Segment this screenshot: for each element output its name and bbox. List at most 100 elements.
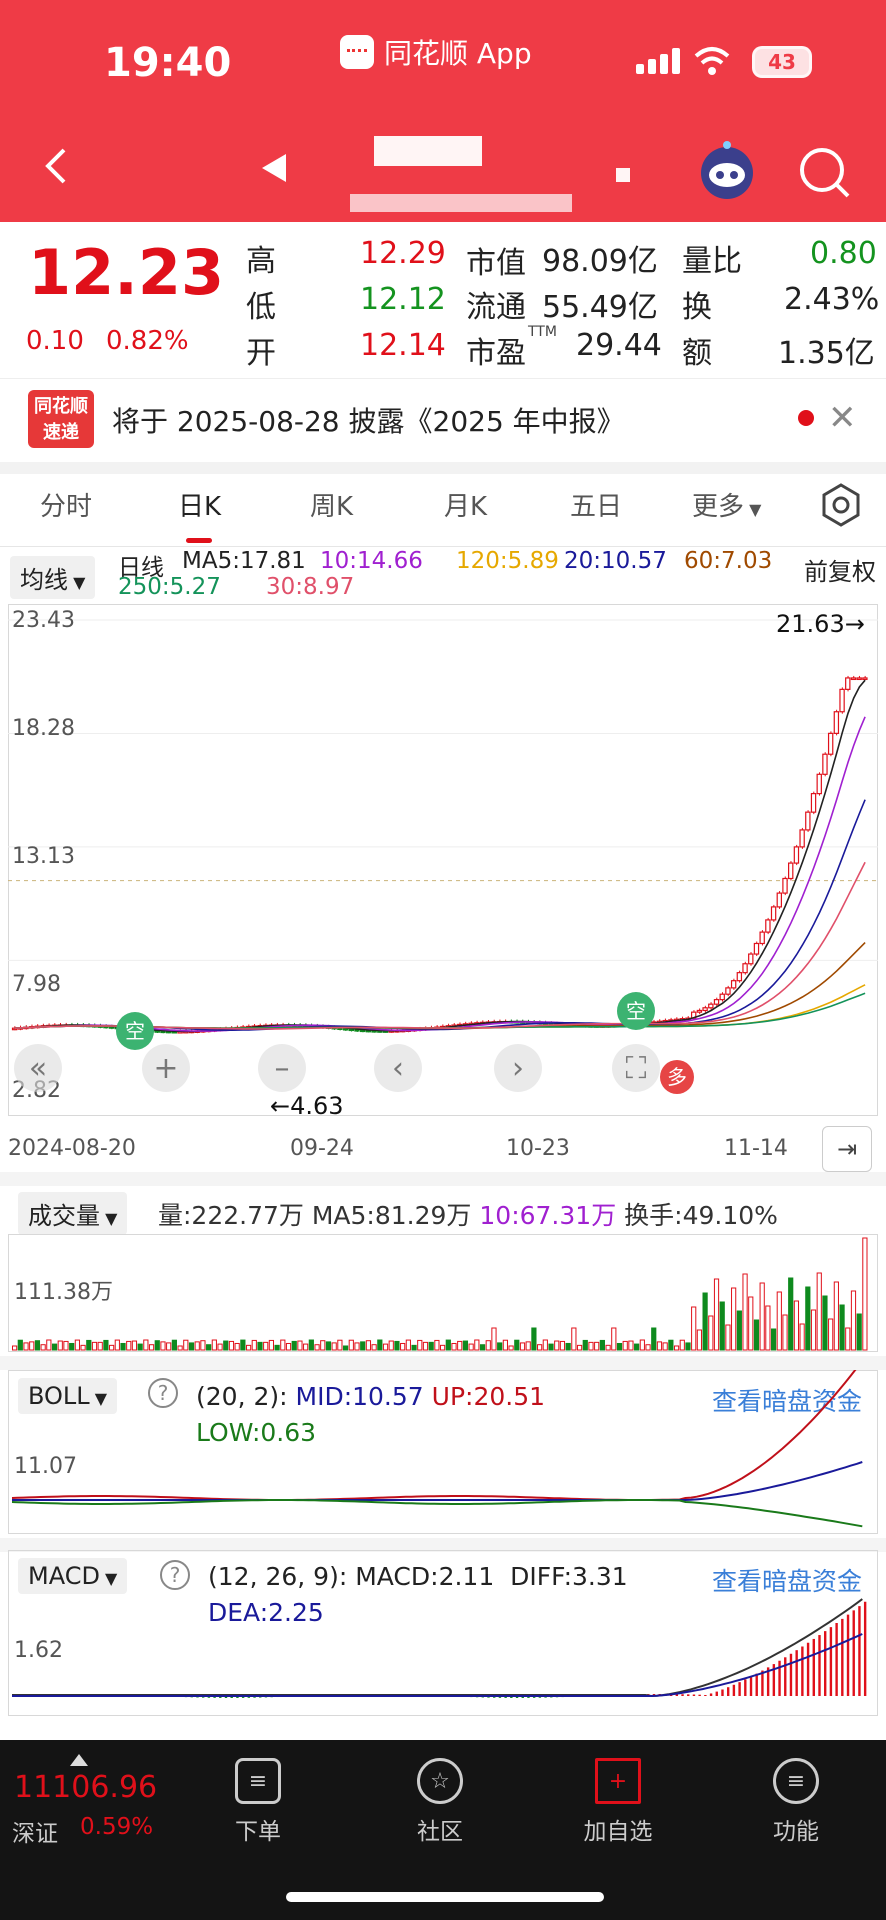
back-icon[interactable] [40, 146, 72, 186]
volume-bar [177, 1345, 183, 1351]
volume-bar [462, 1340, 469, 1351]
volume-bar [183, 1339, 189, 1351]
notice-text[interactable]: 将于 2025-08-28 披露《2025 年中报》 [112, 405, 625, 438]
macd-dea: DEA:2.25 [208, 1598, 324, 1627]
volume-bar [40, 1344, 46, 1351]
tab-intraday[interactable]: 分时 [40, 492, 93, 522]
candle [839, 688, 845, 713]
macd-chart-frame[interactable] [8, 1550, 878, 1716]
boll-chart-frame[interactable] [8, 1370, 878, 1534]
add-watchlist-button[interactable]: + 加自选 [558, 1750, 678, 1846]
chevron-down-icon: ▼ [68, 573, 86, 592]
order-button[interactable]: ≡ 下单 [198, 1750, 318, 1846]
tab-more[interactable]: 更多 ▼ [692, 492, 762, 522]
candle [827, 732, 834, 755]
tab-weekly-k[interactable]: 周K [310, 492, 354, 522]
tab-monthly-k[interactable]: 月K [444, 492, 488, 522]
candle [805, 811, 811, 831]
macd-chart[interactable] [8, 1550, 878, 1716]
volume-chart-frame[interactable] [8, 1234, 878, 1352]
stock-code-blurred [350, 194, 572, 212]
search-icon[interactable] [796, 144, 852, 200]
long-signal-marker[interactable]: 多 [660, 1060, 694, 1094]
volume-bar [594, 1341, 600, 1351]
volume-bar [519, 1342, 526, 1351]
pe-value: 29.44 [576, 328, 662, 363]
boll-chart[interactable] [8, 1370, 878, 1534]
y-tick: 23.43 [12, 608, 75, 633]
x-tick: 09-24 [290, 1136, 354, 1161]
help-icon[interactable]: ? [160, 1560, 190, 1590]
zoom-out-icon[interactable]: – [258, 1044, 306, 1092]
volume-bar [12, 1345, 18, 1351]
indicator-selector-volume[interactable]: 成交量 ▼ [18, 1192, 128, 1235]
scroll-right-icon[interactable]: › [494, 1044, 542, 1092]
rewind-icon[interactable]: « [14, 1044, 62, 1092]
tab-five-day[interactable]: 五日 [570, 492, 623, 522]
robot-assistant-icon[interactable] [696, 140, 758, 202]
indicator-selector-macd[interactable]: MACD ▼ [18, 1558, 128, 1594]
empty-signal-marker[interactable]: 空 [116, 1012, 154, 1050]
community-button[interactable]: ☆ 社区 [380, 1750, 500, 1846]
volume-bar [696, 1329, 703, 1351]
candle [725, 987, 731, 995]
close-icon[interactable]: ✕ [828, 398, 857, 438]
volume-bar [497, 1342, 503, 1351]
candle [845, 677, 851, 690]
expand-icon[interactable] [70, 1754, 88, 1766]
fullscreen-icon[interactable]: ⛶ [612, 1044, 660, 1092]
volume-bar [97, 1341, 103, 1351]
open-label: 开 [246, 336, 276, 371]
zoom-in-icon[interactable]: + [142, 1044, 190, 1092]
candle [822, 753, 828, 775]
volume-bar [702, 1292, 708, 1351]
volume-bar [713, 1278, 720, 1351]
low-label: 低 [246, 290, 276, 325]
volume-chart[interactable] [8, 1234, 878, 1352]
volume-bar [280, 1339, 286, 1351]
x-tick: 10-23 [506, 1136, 570, 1161]
prev-stock-icon[interactable] [262, 154, 286, 182]
functions-button[interactable]: ≡ 功能 [736, 1750, 856, 1846]
volume-bar [46, 1339, 52, 1351]
ma-title: 日线 [118, 555, 164, 581]
turnover-label: 换 [682, 290, 712, 325]
volume-bar [354, 1342, 360, 1351]
adjust-mode[interactable]: 前复权 [804, 558, 876, 586]
volume-bar [428, 1341, 434, 1351]
volume-bar [394, 1340, 400, 1351]
kline-chart-frame[interactable] [8, 604, 878, 1116]
jump-to-latest-icon[interactable]: ⇥ [822, 1126, 872, 1172]
index-value[interactable]: 11106.96 [14, 1770, 158, 1805]
app-name: 同花顺 App [340, 32, 532, 72]
scroll-left-icon[interactable]: ‹ [374, 1044, 422, 1092]
volume-bar [862, 1237, 868, 1351]
ma-legend-item: 10:14.66 [320, 548, 423, 574]
notice-bar[interactable] [0, 378, 886, 462]
candle [793, 846, 800, 864]
open-value: 12.14 [360, 328, 446, 363]
candle [776, 892, 783, 908]
settings-icon[interactable] [818, 482, 864, 528]
indicator-selector-boll[interactable]: BOLL ▼ [18, 1378, 118, 1414]
dark-pool-funds-link[interactable]: 查看暗盘资金 [712, 1567, 863, 1596]
empty-signal-marker[interactable]: 空 [617, 992, 655, 1030]
volume-bar [57, 1340, 63, 1351]
tab-daily-k[interactable]: 日K [178, 492, 222, 522]
volume-bar [114, 1339, 120, 1351]
volume-bar [810, 1309, 817, 1351]
next-stock-icon[interactable] [616, 168, 630, 182]
volume-bar [148, 1344, 155, 1351]
volume-bar [731, 1287, 737, 1351]
volume-bar [417, 1339, 423, 1351]
help-icon[interactable]: ? [148, 1378, 178, 1408]
low-value: 12.12 [360, 282, 446, 317]
volume-bar [679, 1339, 685, 1351]
volume-bar [525, 1341, 531, 1351]
max-price-label: 21.63→ [776, 610, 865, 638]
indicator-selector-ma[interactable]: 均线 ▼ [10, 556, 96, 599]
divider [0, 1356, 886, 1370]
volume-bar [776, 1291, 782, 1351]
kline-chart[interactable] [8, 604, 878, 1116]
volume-bar [662, 1342, 668, 1351]
